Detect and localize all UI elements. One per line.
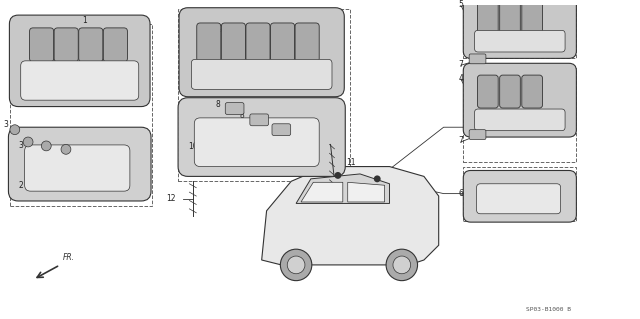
- FancyBboxPatch shape: [477, 1, 498, 34]
- FancyBboxPatch shape: [221, 23, 245, 62]
- Circle shape: [393, 256, 411, 274]
- Text: 4: 4: [458, 74, 463, 83]
- Text: 3: 3: [36, 147, 42, 156]
- Text: 7: 7: [458, 137, 463, 145]
- Bar: [178, 9, 350, 181]
- Circle shape: [23, 137, 33, 147]
- Polygon shape: [301, 182, 343, 202]
- FancyBboxPatch shape: [79, 28, 103, 62]
- FancyBboxPatch shape: [463, 0, 577, 58]
- Text: SP03-B1000 B: SP03-B1000 B: [527, 307, 572, 312]
- FancyBboxPatch shape: [225, 103, 244, 115]
- FancyBboxPatch shape: [178, 98, 345, 176]
- FancyBboxPatch shape: [195, 118, 319, 167]
- FancyBboxPatch shape: [469, 130, 486, 139]
- FancyBboxPatch shape: [500, 75, 520, 108]
- FancyBboxPatch shape: [10, 15, 150, 107]
- FancyBboxPatch shape: [246, 23, 270, 62]
- FancyBboxPatch shape: [103, 28, 127, 62]
- Bar: [463, 68, 577, 162]
- Text: 8: 8: [240, 111, 244, 120]
- FancyBboxPatch shape: [477, 184, 561, 214]
- Text: 12: 12: [166, 194, 175, 203]
- FancyBboxPatch shape: [469, 54, 486, 64]
- Circle shape: [61, 145, 71, 154]
- FancyBboxPatch shape: [54, 28, 78, 62]
- Circle shape: [374, 175, 381, 182]
- Text: 9: 9: [218, 25, 222, 34]
- Text: 6: 6: [458, 189, 463, 198]
- Text: 7: 7: [458, 60, 463, 69]
- FancyBboxPatch shape: [475, 109, 565, 131]
- Text: 2: 2: [19, 181, 23, 190]
- Text: 3: 3: [19, 141, 23, 150]
- FancyBboxPatch shape: [250, 114, 269, 126]
- FancyBboxPatch shape: [500, 1, 520, 34]
- Circle shape: [287, 256, 305, 274]
- FancyBboxPatch shape: [463, 170, 577, 222]
- FancyBboxPatch shape: [29, 28, 54, 62]
- Text: FR.: FR.: [63, 254, 74, 263]
- Circle shape: [42, 141, 51, 151]
- Circle shape: [10, 125, 20, 135]
- Polygon shape: [348, 182, 385, 202]
- FancyBboxPatch shape: [8, 127, 151, 201]
- FancyBboxPatch shape: [191, 59, 332, 89]
- FancyBboxPatch shape: [196, 23, 221, 62]
- Text: 8: 8: [262, 121, 267, 130]
- Text: 3: 3: [57, 151, 62, 160]
- Polygon shape: [262, 167, 438, 265]
- FancyBboxPatch shape: [272, 124, 291, 136]
- FancyBboxPatch shape: [522, 1, 543, 34]
- FancyBboxPatch shape: [475, 30, 565, 52]
- FancyBboxPatch shape: [271, 23, 294, 62]
- Polygon shape: [296, 174, 390, 204]
- Bar: [10, 24, 152, 206]
- Text: 10: 10: [188, 142, 198, 152]
- Text: 8: 8: [215, 100, 220, 109]
- Circle shape: [386, 249, 417, 281]
- Bar: [463, 0, 577, 58]
- FancyBboxPatch shape: [463, 63, 577, 137]
- FancyBboxPatch shape: [522, 75, 543, 108]
- FancyBboxPatch shape: [20, 61, 139, 100]
- FancyBboxPatch shape: [477, 75, 498, 108]
- Circle shape: [280, 249, 312, 281]
- Circle shape: [335, 172, 341, 179]
- Text: 3: 3: [4, 120, 8, 129]
- FancyBboxPatch shape: [295, 23, 319, 62]
- Text: 11: 11: [346, 158, 356, 167]
- Text: 1: 1: [82, 16, 87, 25]
- FancyBboxPatch shape: [25, 145, 130, 191]
- Bar: [463, 167, 577, 221]
- Text: 5: 5: [458, 0, 463, 9]
- FancyBboxPatch shape: [179, 8, 344, 97]
